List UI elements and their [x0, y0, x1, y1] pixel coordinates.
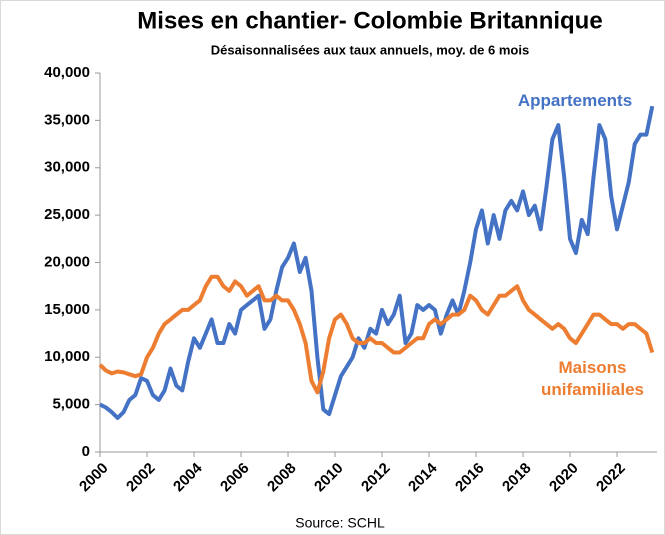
y-tick-label: 25,000 [44, 206, 90, 223]
y-tick-label: 35,000 [44, 111, 90, 128]
x-tick-label: 2010 [311, 460, 347, 496]
y-tick-label: 10,000 [44, 348, 90, 365]
x-tick-label: 2002 [123, 460, 159, 496]
y-tick-label: 15,000 [44, 301, 90, 318]
y-tick-label: 30,000 [44, 159, 90, 176]
y-tick-label: 0 [82, 443, 90, 460]
x-tick-label: 2022 [593, 460, 629, 496]
source: Source: SCHL [295, 515, 385, 531]
line-series [98, 274, 655, 395]
x-tick-label: 2012 [358, 460, 394, 496]
x-tick-label: 2006 [217, 460, 253, 496]
series-label: Maisons unifamiliales [541, 358, 644, 399]
x-tick-label: 2008 [264, 460, 300, 496]
x-tick-label: 2016 [452, 460, 488, 496]
y-tick-label: 5,000 [52, 396, 90, 413]
x-tick-label: 2014 [405, 459, 441, 495]
x-tick-label: 2004 [170, 459, 206, 495]
series-label: Appartements [517, 91, 633, 110]
line-series [99, 105, 655, 420]
y-tick-label: 20,000 [44, 253, 90, 270]
chart-title: Mises en chantier- Colombie Britannique [137, 7, 602, 34]
x-tick-label: 2000 [76, 460, 112, 496]
x-tick-label: 2018 [499, 460, 535, 496]
chart-subtitle: Désaisonnalisées aux taux annuels, moy. … [211, 42, 529, 57]
x-tick-label: 2020 [546, 460, 582, 496]
y-tick-label: 40,000 [44, 64, 90, 81]
